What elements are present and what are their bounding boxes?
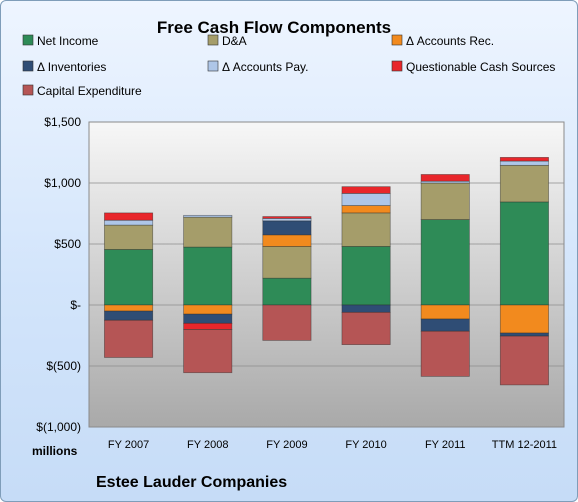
bar-segment xyxy=(183,329,233,374)
bar-segment xyxy=(341,212,391,247)
bar-segment xyxy=(262,216,312,219)
bar-segment xyxy=(499,332,549,337)
bar-segment xyxy=(341,205,391,214)
legend-label-accounts-rec: Δ Accounts Rec. xyxy=(406,34,494,48)
bar-segment xyxy=(104,319,154,358)
bar-segment xyxy=(262,220,312,236)
bar-segment xyxy=(104,304,154,312)
bar-segment xyxy=(262,246,312,279)
legend-swatch-inventories xyxy=(22,60,34,72)
x-tick-label: FY 2010 xyxy=(345,439,386,451)
y-axis: $1,500 $1,000 $500 $- $(500) $(1,000) xyxy=(36,115,81,434)
bar-segment xyxy=(420,304,470,320)
legend-label-inventories: Δ Inventories xyxy=(37,60,106,74)
plot-area xyxy=(88,121,565,428)
gridlines xyxy=(89,182,564,367)
company-name: Estee Lauder Companies xyxy=(96,474,287,491)
y-tick-label: $(1,000) xyxy=(36,420,81,434)
units-label: millions xyxy=(32,444,78,458)
legend-label-net-income: Net Income xyxy=(37,34,99,48)
bar-segment xyxy=(499,157,549,162)
y-tick-label: $1,000 xyxy=(44,176,81,190)
bar-segment xyxy=(420,330,470,377)
legend-label-accounts-pay: Δ Accounts Pay. xyxy=(222,60,309,74)
bar-segment xyxy=(104,219,154,226)
legend-swatch-accounts-rec xyxy=(391,34,403,46)
bar-segment xyxy=(183,214,233,218)
x-tick-label: FY 2007 xyxy=(108,439,149,451)
legend-label-questionable-cash-sources: Questionable Cash Sources xyxy=(406,60,555,74)
bar-segment xyxy=(262,304,312,341)
bar-segment xyxy=(341,304,391,313)
y-tick-label: $1,500 xyxy=(44,115,81,129)
bar-segment xyxy=(262,234,312,247)
legend-swatch-capital-expenditure xyxy=(22,84,34,96)
legend-swatch-questionable-cash-sources xyxy=(391,60,403,72)
bar-segment xyxy=(341,193,391,206)
bar-segment xyxy=(104,310,154,321)
bar-segment xyxy=(499,335,549,386)
bar-segment xyxy=(183,313,233,324)
bar-segment xyxy=(420,174,470,182)
bar-segment xyxy=(420,182,470,220)
bar-segment xyxy=(499,304,549,334)
x-tick-label: TTM 12-2011 xyxy=(492,439,557,451)
y-tick-label: $- xyxy=(70,298,81,312)
bar-segment xyxy=(104,212,154,221)
bar-segment xyxy=(341,311,391,346)
legend-swatch-accounts-pay xyxy=(207,60,219,72)
bar-segment xyxy=(262,218,312,222)
bar-segment xyxy=(499,164,549,203)
x-tick-label: FY 2008 xyxy=(187,439,228,451)
bar-segment xyxy=(420,219,470,306)
y-tick-label: $(500) xyxy=(46,359,81,373)
bar-segment xyxy=(420,318,470,332)
y-tick-label: $500 xyxy=(54,237,81,251)
bar-segment xyxy=(183,216,233,248)
x-tick-label: FY 2009 xyxy=(266,439,307,451)
x-tick-label: FY 2011 xyxy=(425,439,466,451)
bar-segment xyxy=(499,201,549,306)
bar-segment xyxy=(499,160,549,166)
bar-segment xyxy=(183,246,233,306)
x-axis: FY 2007 FY 2008 FY 2009 FY 2010 FY 2011 TTM 1… xyxy=(108,439,557,451)
bar-segment xyxy=(104,249,154,306)
legend-label-capital-expenditure: Capital Expenditure xyxy=(37,84,142,98)
legend: Net Income D&A Δ Accounts Rec. Δ Inventorie… xyxy=(22,34,555,98)
bar-segment xyxy=(341,246,391,306)
chart-title: Free Cash Flow Components xyxy=(157,18,391,37)
legend-swatch-net-income xyxy=(22,34,34,46)
bar-segment xyxy=(262,277,312,306)
bar-segment xyxy=(183,322,233,330)
legend-swatch-d-a xyxy=(207,34,219,46)
legend-label-d-a: D&A xyxy=(222,34,247,48)
bars xyxy=(104,157,549,386)
bar-segment xyxy=(183,304,233,315)
bar-segment xyxy=(341,186,391,194)
bar-segment xyxy=(104,224,154,250)
